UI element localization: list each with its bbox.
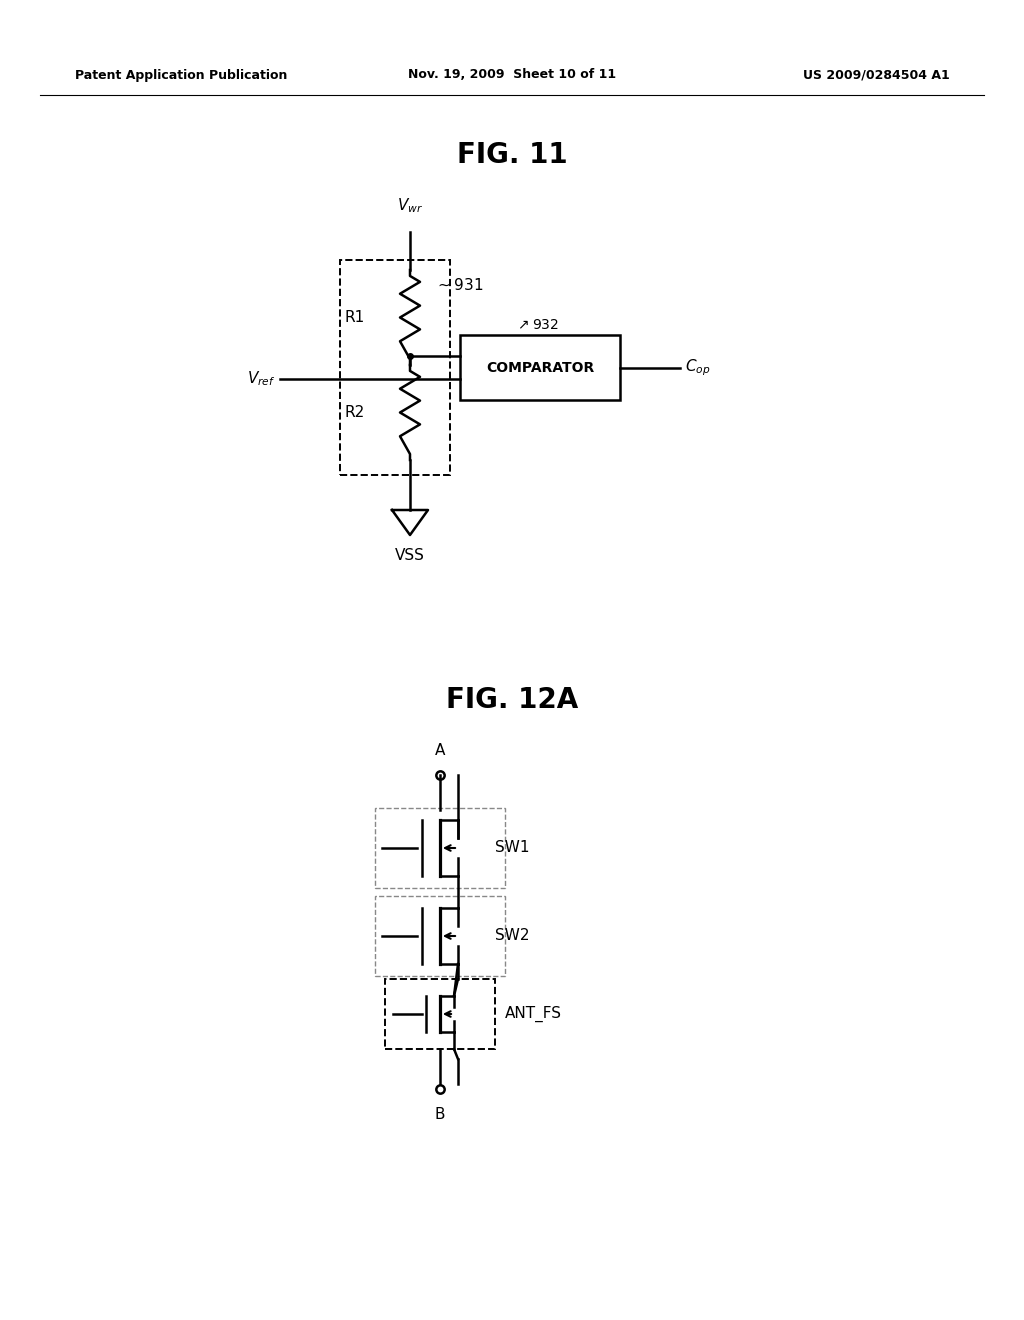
Text: FIG. 12A: FIG. 12A xyxy=(445,686,579,714)
Text: US 2009/0284504 A1: US 2009/0284504 A1 xyxy=(803,69,950,82)
Text: SW2: SW2 xyxy=(495,928,529,944)
Text: $V_{wr}$: $V_{wr}$ xyxy=(397,197,423,215)
Bar xyxy=(375,896,505,975)
Bar xyxy=(385,979,495,1049)
Text: $\sim$931: $\sim$931 xyxy=(435,277,483,293)
Text: Patent Application Publication: Patent Application Publication xyxy=(75,69,288,82)
Text: B: B xyxy=(435,1107,445,1122)
Text: SW1: SW1 xyxy=(495,841,529,855)
Text: R1: R1 xyxy=(345,310,366,325)
Text: $\nearrow$932: $\nearrow$932 xyxy=(515,318,559,333)
Text: R2: R2 xyxy=(345,405,366,420)
Text: COMPARATOR: COMPARATOR xyxy=(485,360,594,375)
Bar xyxy=(460,335,620,400)
Bar xyxy=(375,808,505,888)
Bar xyxy=(340,260,450,475)
Text: Nov. 19, 2009  Sheet 10 of 11: Nov. 19, 2009 Sheet 10 of 11 xyxy=(408,69,616,82)
Text: $C_{op}$: $C_{op}$ xyxy=(685,358,711,378)
Text: VSS: VSS xyxy=(395,548,425,564)
Text: FIG. 11: FIG. 11 xyxy=(457,141,567,169)
Text: $V_{ref}$: $V_{ref}$ xyxy=(247,370,275,388)
Text: ANT_FS: ANT_FS xyxy=(505,1006,562,1022)
Text: A: A xyxy=(435,743,445,758)
